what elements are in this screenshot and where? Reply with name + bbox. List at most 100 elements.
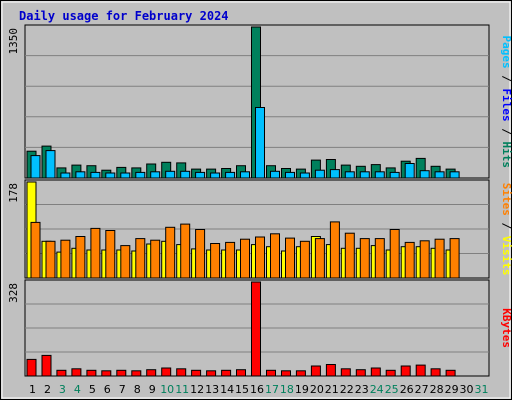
bar-sites-day-13	[210, 243, 221, 279]
day-label: 24	[370, 383, 384, 396]
bar-files-day-8	[135, 171, 146, 179]
bar-kbytes-day-13	[206, 370, 217, 377]
bar-sites-day-22	[344, 232, 355, 279]
day-label: 8	[134, 383, 141, 396]
legend-part: /	[500, 122, 512, 142]
bar-files-day-27	[419, 170, 430, 179]
bar-kbytes-day-6	[101, 370, 112, 377]
bar-files-day-25	[389, 171, 400, 179]
bar-kbytes-day-10	[161, 367, 172, 377]
y-max-label: 1350	[7, 28, 20, 55]
day-label: 29	[445, 383, 459, 396]
day-label: 17	[265, 383, 279, 396]
legend-part: /	[500, 216, 512, 236]
bar-kbytes-day-5	[86, 369, 97, 377]
bar-files-day-4	[75, 171, 86, 179]
bar-files-day-28	[434, 171, 445, 179]
bar-sites-day-12	[195, 229, 206, 279]
bar-kbytes-day-1	[26, 358, 37, 377]
bar-sites-day-5	[90, 227, 101, 279]
day-label: 1	[29, 383, 36, 396]
bar-sites-day-4	[75, 236, 86, 279]
day-label: 14	[220, 383, 234, 396]
bar-files-day-7	[120, 172, 131, 179]
day-label: 7	[119, 383, 126, 396]
bar-kbytes-day-26	[400, 365, 411, 377]
day-axis: 1 2 3 4 5 6 7 8 9 10 11 12 13 14 15 16 17 18 19 20 21 22 23 24 2…	[29, 383, 489, 396]
day-label: 9	[149, 383, 156, 396]
day-label: 31	[475, 383, 489, 396]
panel-bottom: 328 KBytes	[7, 279, 512, 377]
bar-sites-day-9	[150, 239, 161, 279]
bar-kbytes-day-24	[370, 367, 381, 377]
bar-kbytes-day-3	[56, 369, 67, 377]
bar-files-day-2	[45, 150, 56, 179]
bar-kbytes-day-18	[281, 370, 291, 377]
legend-part: /	[500, 69, 512, 89]
bar-sites-day-15	[240, 238, 250, 279]
bar-kbytes-day-16	[251, 281, 261, 377]
day-label: 19	[295, 383, 309, 396]
series-legend-middle: Sites / Visits	[500, 183, 512, 276]
bar-sites-day-25	[389, 229, 400, 279]
chart-title: Daily usage for February 2024	[19, 9, 229, 23]
bar-kbytes-day-21	[325, 364, 336, 377]
bar-kbytes-day-17	[266, 369, 276, 377]
day-label: 6	[104, 383, 111, 396]
bar-files-day-11	[180, 170, 191, 179]
bar-files-day-10	[165, 170, 176, 179]
chart-panels: 1350 Pages / Files / Hits 178 Sites / Visit…	[7, 24, 512, 377]
legend-part: Pages	[500, 36, 512, 69]
bar-files-day-14	[225, 171, 236, 179]
bar-kbytes-day-2	[41, 354, 52, 377]
bar-kbytes-day-23	[355, 369, 366, 377]
bar-sites-day-29	[449, 238, 460, 279]
bar-sites-day-17	[270, 233, 280, 279]
day-label: 28	[430, 383, 444, 396]
bar-kbytes-day-19	[295, 370, 306, 377]
bar-files-day-20	[314, 169, 325, 179]
bar-files-day-17	[270, 170, 280, 179]
series-legend-top: Pages / Files / Hits	[500, 36, 512, 169]
bar-sites-day-18	[285, 237, 295, 279]
bar-sites-day-7	[120, 245, 131, 279]
day-label: 18	[280, 383, 294, 396]
series-legend-bottom: KBytes	[500, 308, 512, 348]
day-label: 4	[74, 383, 81, 396]
day-label: 13	[205, 383, 219, 396]
bar-sites-day-2	[45, 240, 56, 279]
bar-kbytes-day-22	[340, 368, 351, 377]
day-label: 10	[160, 383, 174, 396]
legend-part: Visits	[500, 236, 512, 276]
day-label: 11	[175, 383, 189, 396]
bar-kbytes-day-28	[430, 368, 441, 377]
bar-kbytes-day-25	[385, 369, 396, 377]
day-label: 25	[385, 383, 399, 396]
y-max-label: 328	[7, 283, 20, 303]
day-label: 27	[415, 383, 429, 396]
bar-files-day-5	[90, 171, 101, 179]
bar-files-day-6	[105, 172, 116, 179]
day-label: 21	[325, 383, 339, 396]
bar-sites-day-8	[135, 238, 146, 279]
bar-files-day-29	[449, 171, 460, 179]
bar-kbytes-day-9	[146, 369, 157, 377]
bar-sites-day-16	[255, 236, 265, 279]
bar-sites-day-19	[299, 240, 310, 279]
day-label: 23	[355, 383, 369, 396]
bar-files-day-26	[404, 163, 415, 179]
day-label: 15	[235, 383, 249, 396]
bar-sites-day-20	[314, 238, 325, 279]
bar-sites-day-24	[374, 238, 385, 279]
bar-files-day-18	[285, 171, 295, 179]
bar-sites-day-21	[329, 221, 340, 279]
day-label: 2	[44, 383, 51, 396]
day-label: 26	[400, 383, 414, 396]
bar-kbytes-day-7	[116, 369, 127, 377]
y-max-label: 178	[7, 183, 20, 203]
bar-files-day-21	[329, 169, 340, 179]
day-label: 22	[340, 383, 354, 396]
bar-sites-day-11	[180, 223, 191, 279]
